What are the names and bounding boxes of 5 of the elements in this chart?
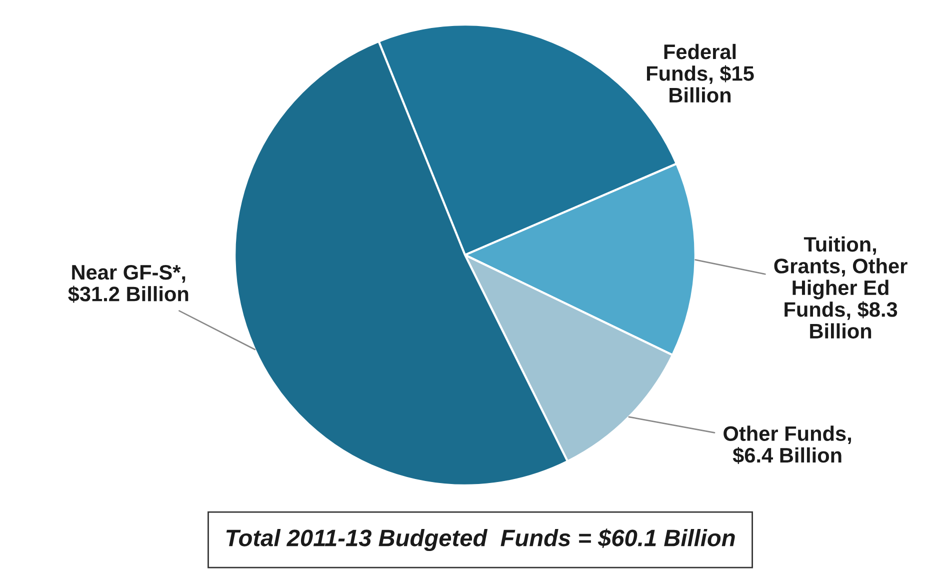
slice-label: Tuition, Grants, Other Higher Ed Funds, $8.3 Billion — [774, 236, 908, 339]
slice-label: Other Funds, $6.4 Billion — [724, 426, 851, 464]
text: Total 2011-13 Budgeted Funds = $60.1 Billion — [226, 528, 735, 551]
slice-label: Federal Funds, $15 Billion — [646, 44, 754, 103]
slice-label: Near GF-S*, $31.2 Billion — [68, 264, 188, 303]
